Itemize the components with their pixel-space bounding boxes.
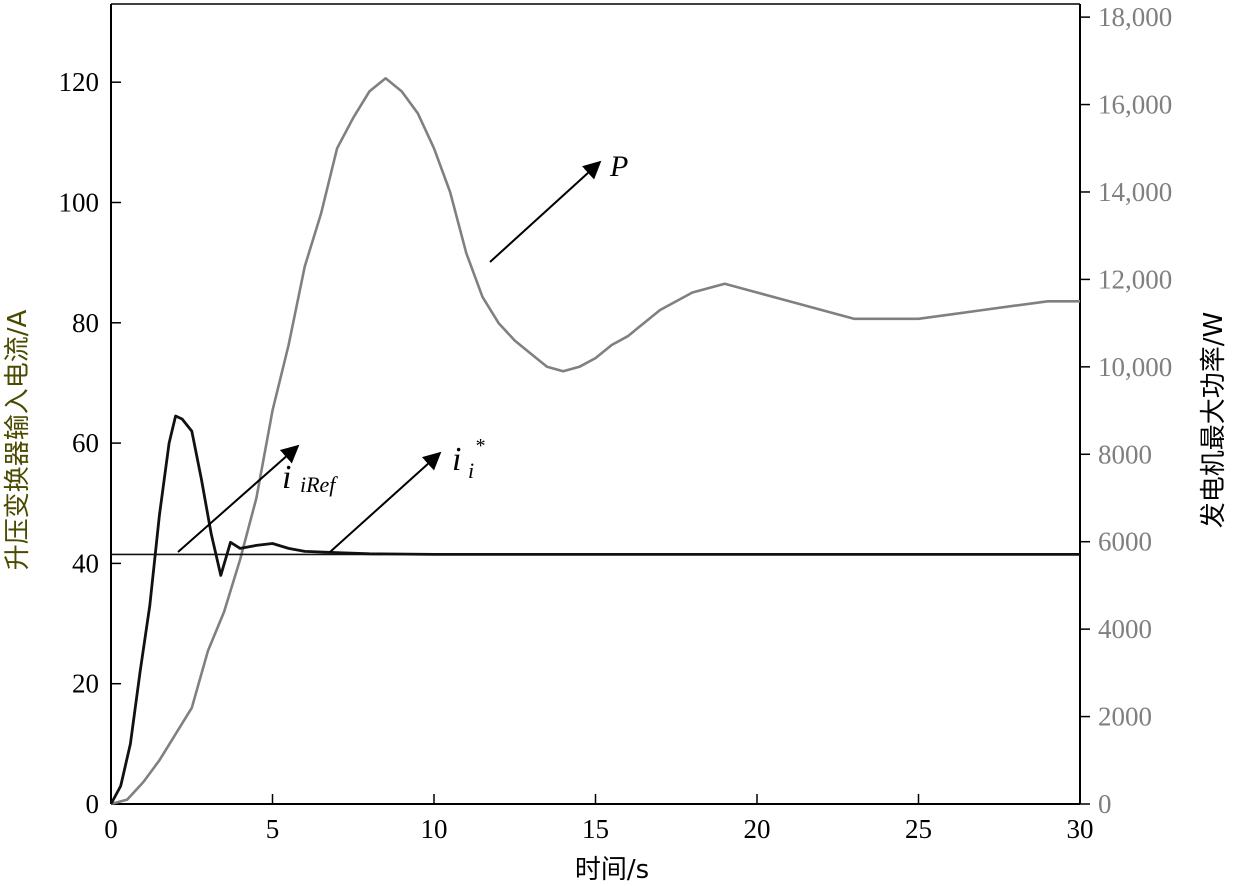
y-right-tick-label: 0 (1098, 789, 1112, 819)
x-tick-label: 5 (266, 814, 280, 844)
y-left-tick-label: 100 (59, 187, 100, 217)
x-tick-label: 25 (905, 814, 932, 844)
y-right-tick-label: 18,000 (1098, 2, 1172, 32)
y-left-tick-label: 120 (59, 67, 100, 97)
x-axis-title: 时间/s (575, 855, 649, 885)
i-star-base: i (452, 441, 461, 478)
series-p-line (110, 77, 1080, 806)
y-left-tick-label: 20 (72, 669, 99, 699)
p-arrow (489, 160, 602, 263)
y-right-tick-label: 6000 (1098, 527, 1152, 557)
p-label: P (609, 150, 628, 183)
series-layer (109, 77, 1080, 806)
y-left-tick-label: 60 (72, 428, 99, 458)
x-tick-label: 10 (421, 814, 448, 844)
i-star-label: i i * (452, 435, 485, 486)
i-star-sub: i (468, 458, 474, 483)
p-label-text: P (609, 150, 628, 183)
y-right-tick-label: 8000 (1098, 439, 1152, 469)
i-iref-sub: iRef (300, 472, 338, 497)
y-right-tick-label: 10,000 (1098, 352, 1172, 382)
x-tick-label: 20 (744, 814, 771, 844)
x-tick-label: 15 (582, 814, 609, 844)
i-iref-base: i (282, 459, 291, 496)
y-right-tick-label: 16,000 (1098, 90, 1172, 120)
y-left-tick-label: 0 (86, 789, 100, 819)
series-i-iref-line (109, 414, 1080, 805)
i-iref-arrow (177, 444, 300, 553)
y-right-tick-label: 12,000 (1098, 264, 1172, 294)
x-tick-label: 30 (1067, 814, 1094, 844)
y-left-axis-ticks: 0 20 40 60 80 100 120 (59, 67, 121, 819)
y-left-tick-label: 40 (72, 548, 99, 578)
y-right-tick-label: 2000 (1098, 702, 1152, 732)
x-axis-ticks: 0 5 10 15 20 25 30 (104, 794, 1094, 844)
y-right-axis-ticks: 0 2000 4000 6000 8000 10,000 12,000 14,000 16,00… (1080, 2, 1172, 819)
x-tick-label: 0 (104, 814, 118, 844)
y-left-axis-title: 升压变换器输入电流/A (3, 310, 33, 571)
y-left-tick-label: 80 (72, 308, 99, 338)
y-right-tick-label: 14,000 (1098, 177, 1172, 207)
y-right-axis-title: 发电机最大功率/W (1199, 312, 1229, 528)
i-iref-label: i iRef (282, 459, 338, 497)
i-star-arrow (329, 451, 442, 553)
i-star-sup: * (475, 435, 485, 457)
y-right-tick-label: 4000 (1098, 614, 1152, 644)
